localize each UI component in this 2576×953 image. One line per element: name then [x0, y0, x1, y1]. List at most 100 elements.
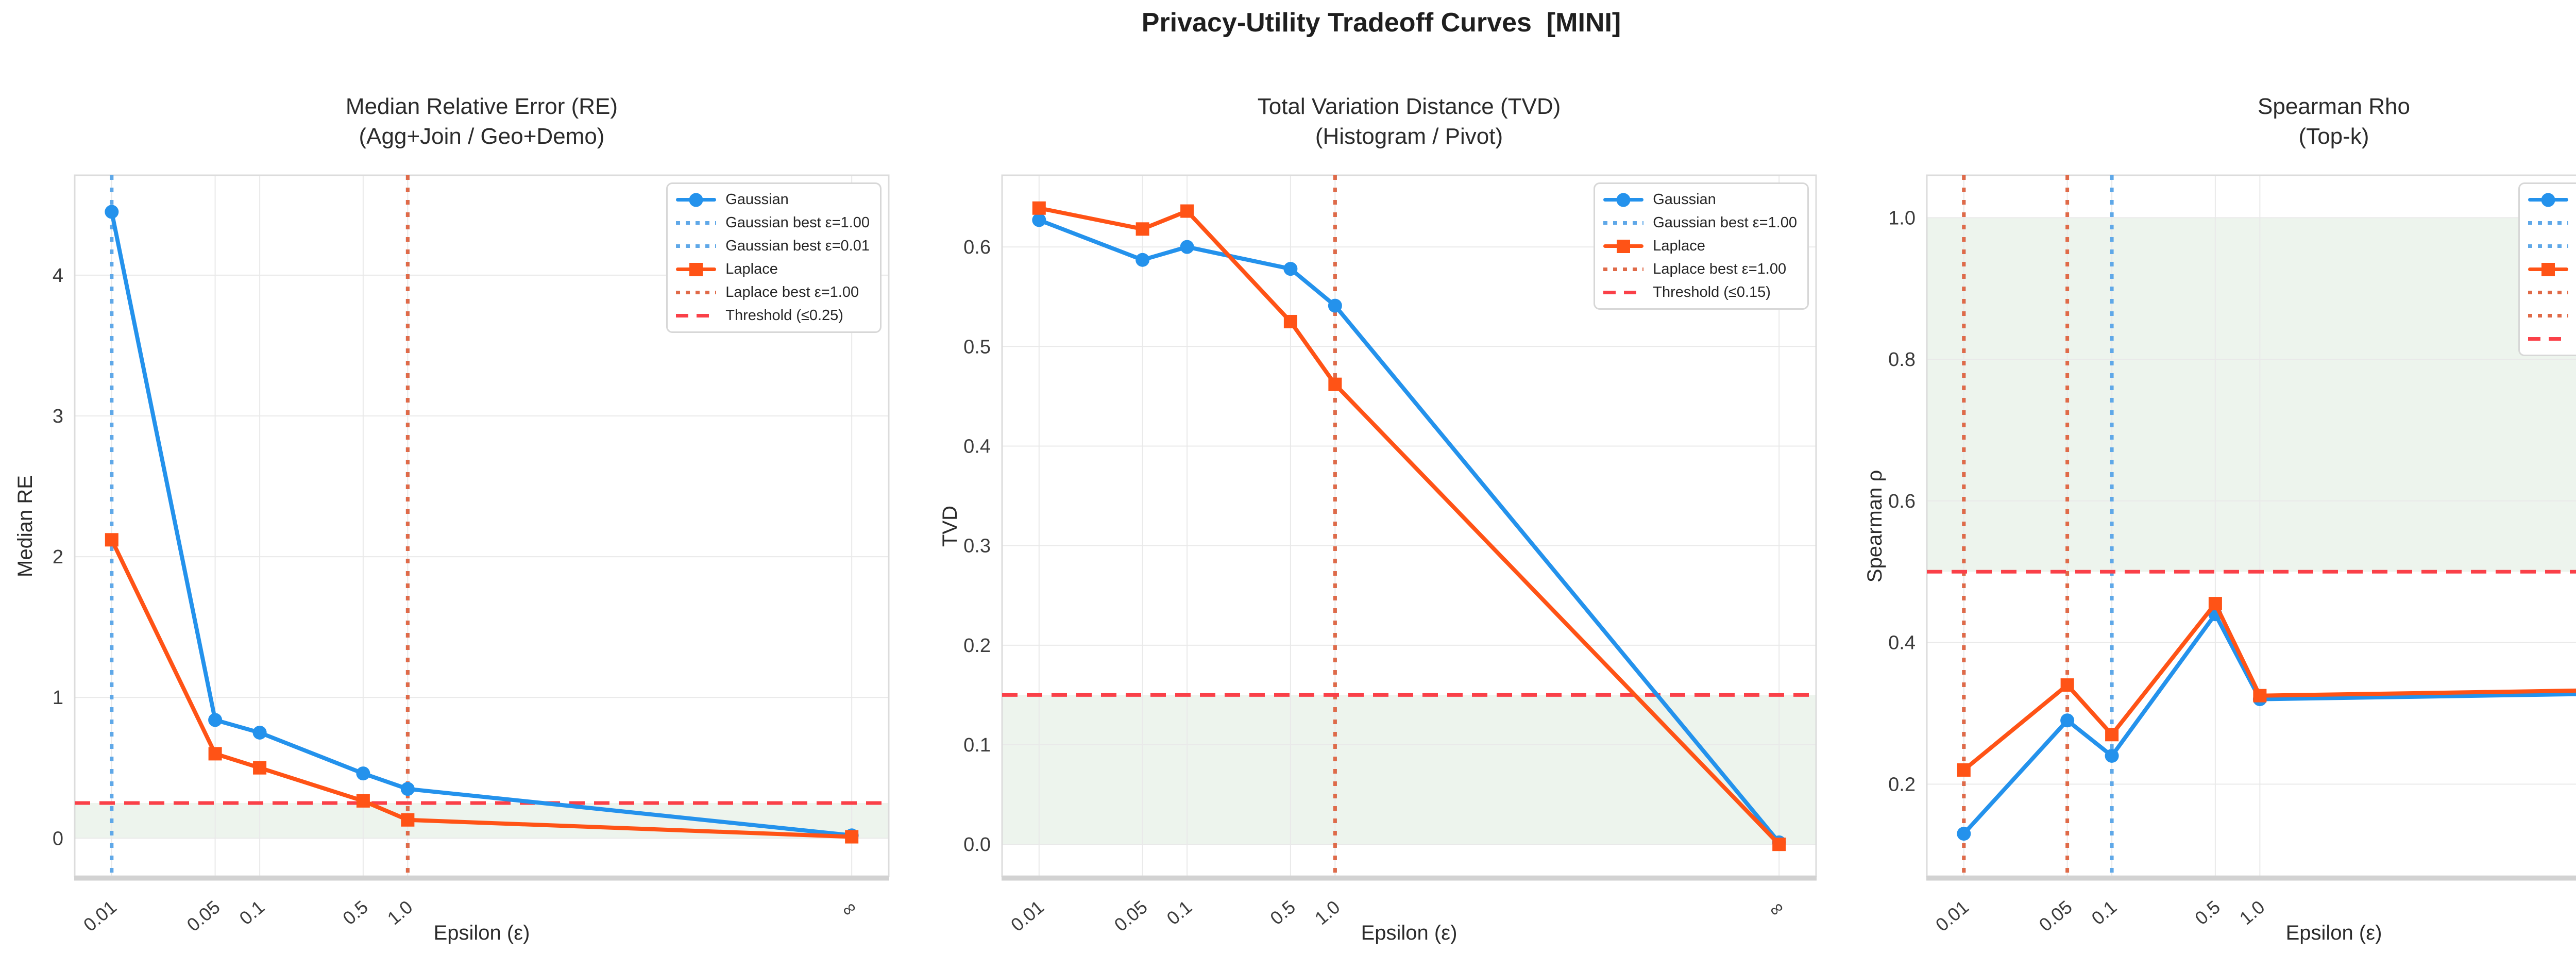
legend-solid-line-icon — [2528, 193, 2569, 207]
square-marker-icon — [689, 262, 703, 276]
ytick-label: 0.2 — [1888, 774, 1916, 795]
ytick-label: 1 — [53, 687, 63, 709]
laplace-marker — [2208, 597, 2222, 611]
legend-dashed-line-icon — [1603, 286, 1644, 300]
square-marker-icon — [2541, 262, 2555, 276]
subplot-tvd-ylabel: TVD — [939, 506, 961, 547]
subplot-re-title-line1: Median Relative Error (RE) — [345, 94, 618, 119]
laplace-marker — [356, 794, 370, 808]
gaussian-marker — [400, 782, 415, 796]
xtick-label: ∞ — [1764, 896, 1788, 921]
ytick-label: 0.4 — [963, 436, 991, 457]
legend-item: Laplace best ε=1.00 — [1603, 261, 1797, 278]
circle-marker-icon — [2541, 193, 2555, 207]
subplot-spearman-title-line1: Spearman Rho — [2258, 94, 2410, 119]
gaussian-line — [1037, 218, 1782, 845]
legend-item: Gaussian best ε=0.01 — [676, 238, 870, 255]
laplace-marker — [2060, 678, 2074, 692]
gaussian-marker — [2105, 748, 2119, 763]
ytick-label: 2 — [53, 546, 63, 568]
ytick-label: 0.8 — [1888, 349, 1916, 371]
ytick-label: 0.0 — [963, 834, 991, 856]
gaussian-marker — [105, 205, 119, 219]
legend-dotted-line-icon — [2528, 216, 2569, 230]
threshold-band — [1927, 218, 2576, 572]
subplot-re-title: Median Relative Error (RE) (Agg+Join / G… — [75, 92, 889, 152]
gaussian-line — [109, 210, 854, 838]
legend-solid-line-icon — [1603, 239, 1644, 254]
legend-dotted-line-icon — [676, 286, 717, 300]
legend: Gaussian Gaussian best ε=1.00 Gaussian bes… — [666, 182, 882, 333]
legend-item: Gaussian best ε=1.00 — [676, 214, 870, 231]
legend-item: Laplace — [2528, 261, 2576, 278]
legend-dashed-line-icon — [676, 309, 717, 323]
legend-item-label: Gaussian best ε=0.01 — [725, 238, 870, 254]
ytick-label: 0.3 — [963, 536, 991, 557]
gaussian-marker — [1032, 213, 1046, 227]
circle-marker-icon — [689, 193, 703, 207]
legend-item: Laplace best ε=1.00 — [676, 284, 870, 301]
gaussian-marker — [1957, 827, 1971, 841]
legend-item-label: Threshold (≤0.15) — [1653, 284, 1771, 300]
legend-item: Threshold (≤0.25) — [676, 307, 870, 324]
circle-marker-icon — [1616, 193, 1631, 207]
gaussian-marker — [1136, 253, 1150, 267]
subplot-spearman-ylabel: Spearman ρ — [1863, 470, 1886, 583]
legend-item: Gaussian — [676, 191, 870, 208]
gaussian-marker — [356, 766, 370, 781]
legend-solid-line-icon — [1603, 193, 1644, 207]
ytick-label: 0.5 — [963, 336, 991, 358]
legend-dashed-line-icon — [2528, 332, 2569, 346]
gaussian-line — [1961, 612, 2576, 836]
laplace-marker — [845, 830, 859, 844]
legend-solid-line-icon — [676, 193, 717, 207]
gaussian-marker — [1283, 262, 1298, 276]
figure-title: Privacy-Utility Tradeoff Curves [MINI] — [1141, 8, 1621, 38]
laplace-marker — [2105, 728, 2119, 742]
legend-item: Gaussian — [2528, 191, 2576, 208]
legend-item: Laplace best ε=0.01 — [2528, 307, 2576, 324]
gaussian-marker — [208, 713, 223, 727]
gaussian-marker — [252, 725, 267, 740]
legend-item-label: Gaussian best ε=1.00 — [725, 214, 870, 231]
legend-item: Gaussian best ε=0.01 — [2528, 238, 2576, 255]
legend-item: Gaussian best ε=0.10 — [2528, 214, 2576, 231]
laplace-marker — [1328, 377, 1342, 391]
subplot-re-title-line2: (Agg+Join / Geo+Demo) — [359, 124, 605, 149]
legend-dotted-line-icon — [1603, 216, 1644, 230]
legend-item: Laplace — [1603, 238, 1797, 255]
legend-item-label: Gaussian — [725, 191, 789, 208]
ytick-label: 0.6 — [1888, 491, 1916, 512]
ytick-label: 4 — [53, 265, 63, 287]
legend-dotted-line-icon — [2528, 239, 2569, 254]
gaussian-marker — [1328, 298, 1342, 313]
legend-solid-line-icon — [676, 262, 717, 277]
legend-item: Laplace — [676, 261, 870, 278]
legend-item: Gaussian best ε=1.00 — [1603, 214, 1797, 231]
legend-dotted-line-icon — [676, 216, 717, 230]
subplot-spearman-title: Spearman Rho (Top-k) — [1927, 92, 2576, 152]
subplot-spearman-title-line2: (Top-k) — [2298, 124, 2369, 149]
square-marker-icon — [1617, 239, 1631, 253]
subplot-spearman-xlabel: Epsilon (ε) — [2285, 922, 2382, 944]
laplace-marker — [401, 813, 415, 827]
legend-item-label: Laplace — [725, 261, 778, 277]
legend-item: Threshold (≥0.5) — [2528, 330, 2576, 347]
subplot-tvd-title-line1: Total Variation Distance (TVD) — [1257, 94, 1561, 119]
xtick-label: ∞ — [837, 896, 860, 921]
gaussian-marker — [1180, 240, 1194, 254]
legend-item-label: Laplace — [1653, 238, 1705, 254]
legend: Gaussian Gaussian best ε=0.10 Gaussian bes… — [2518, 182, 2576, 356]
ytick-label: 0 — [53, 828, 63, 849]
legend-dotted-line-icon — [1603, 262, 1644, 277]
gaussian-marker — [2060, 713, 2075, 728]
subplot-re-xlabel: Epsilon (ε) — [433, 922, 530, 944]
threshold-band — [1002, 695, 1816, 845]
laplace-marker — [208, 747, 222, 761]
subplot-tvd-title-line2: (Histogram / Pivot) — [1315, 124, 1503, 149]
legend-item-label: Gaussian best ε=1.00 — [1653, 214, 1797, 231]
legend: Gaussian Gaussian best ε=1.00 Laplace Lapla… — [1594, 182, 1809, 310]
legend-solid-line-icon — [2528, 262, 2569, 277]
